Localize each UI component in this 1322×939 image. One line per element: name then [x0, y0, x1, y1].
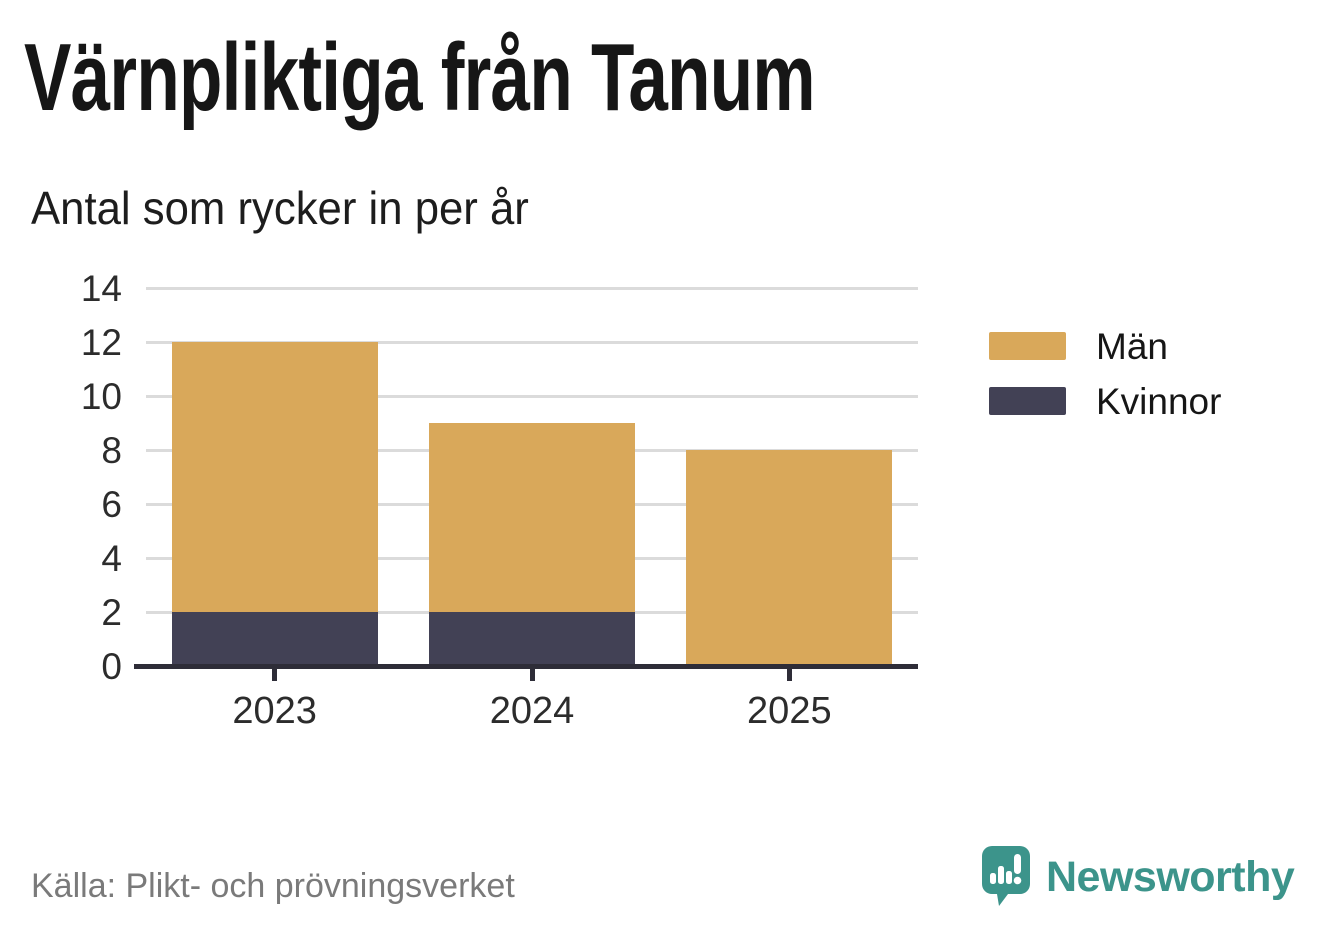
y-tick-label-8: 8	[101, 430, 122, 471]
x-tick-mark-2024	[529, 668, 535, 681]
y-tick-label-2: 2	[101, 592, 122, 633]
newsworthy-logo: Newsworthy	[982, 846, 1295, 908]
gridline-y10	[146, 395, 918, 398]
chart-title: Värnpliktiga från Tanum	[24, 24, 816, 131]
x-axis-line	[134, 664, 918, 669]
bar-segment-2025-män	[686, 450, 893, 666]
legend-item-kvinnor: Kvinnor	[989, 383, 1221, 420]
x-tick-mark-2025	[786, 668, 792, 681]
gridline-y12	[146, 341, 918, 344]
gridline-y14	[146, 287, 918, 290]
legend-label-man: Män	[1096, 325, 1168, 367]
y-tick-label-6: 6	[101, 484, 122, 525]
legend-swatch-man	[989, 332, 1066, 360]
bar-segment-2023-kvinnor	[171, 612, 378, 666]
newsworthy-logo-icon	[982, 846, 1030, 906]
source-note: Källa: Plikt- och prövningsverket	[31, 867, 515, 905]
bar-segment-2024-kvinnor	[429, 612, 635, 666]
y-tick-label-10: 10	[80, 376, 122, 417]
bar-segment-2024-män	[429, 423, 635, 612]
y-tick-label-12: 12	[80, 322, 122, 363]
x-tick-label-2025: 2025	[747, 690, 832, 732]
legend-item-man: Män	[989, 328, 1221, 365]
y-tick-label-14: 14	[80, 268, 122, 309]
chart-subtitle: Antal som rycker in per år	[31, 182, 529, 234]
chart-legend: Män Kvinnor	[989, 328, 1221, 442]
y-tick-label-0: 0	[101, 646, 122, 687]
x-tick-label-2023: 2023	[232, 690, 317, 732]
x-tick-label-2024: 2024	[489, 690, 575, 732]
legend-swatch-kvinnor	[989, 387, 1066, 415]
y-tick-label-4: 4	[101, 538, 122, 579]
x-tick-mark-2023	[272, 668, 278, 681]
newsworthy-logo-text: Newsworthy	[1046, 853, 1295, 901]
legend-label-kvinnor: Kvinnor	[1096, 380, 1222, 422]
bar-segment-2023-män	[171, 342, 378, 612]
